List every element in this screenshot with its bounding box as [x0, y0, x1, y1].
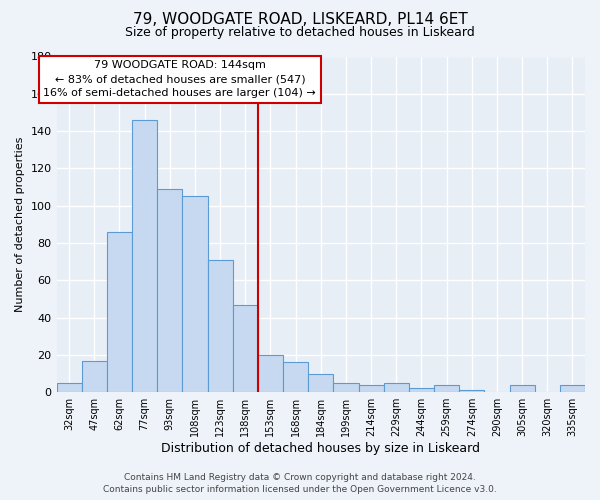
Bar [434, 384, 459, 392]
Bar [334, 383, 359, 392]
Bar [409, 388, 434, 392]
Bar [258, 355, 283, 392]
Bar [182, 196, 208, 392]
Bar [459, 390, 484, 392]
Bar [56, 383, 82, 392]
Bar [107, 232, 132, 392]
Text: Size of property relative to detached houses in Liskeard: Size of property relative to detached ho… [125, 26, 475, 39]
Bar [383, 383, 409, 392]
Bar [132, 120, 157, 392]
Bar [82, 360, 107, 392]
Bar [283, 362, 308, 392]
X-axis label: Distribution of detached houses by size in Liskeard: Distribution of detached houses by size … [161, 442, 480, 455]
Bar [560, 384, 585, 392]
Text: 79, WOODGATE ROAD, LISKEARD, PL14 6ET: 79, WOODGATE ROAD, LISKEARD, PL14 6ET [133, 12, 467, 28]
Bar [233, 304, 258, 392]
Bar [208, 260, 233, 392]
Text: 79 WOODGATE ROAD: 144sqm
← 83% of detached houses are smaller (547)
16% of semi-: 79 WOODGATE ROAD: 144sqm ← 83% of detach… [43, 60, 316, 98]
Bar [308, 374, 334, 392]
Y-axis label: Number of detached properties: Number of detached properties [15, 136, 25, 312]
Bar [509, 384, 535, 392]
Bar [157, 189, 182, 392]
Text: Contains HM Land Registry data © Crown copyright and database right 2024.
Contai: Contains HM Land Registry data © Crown c… [103, 472, 497, 494]
Bar [359, 384, 383, 392]
